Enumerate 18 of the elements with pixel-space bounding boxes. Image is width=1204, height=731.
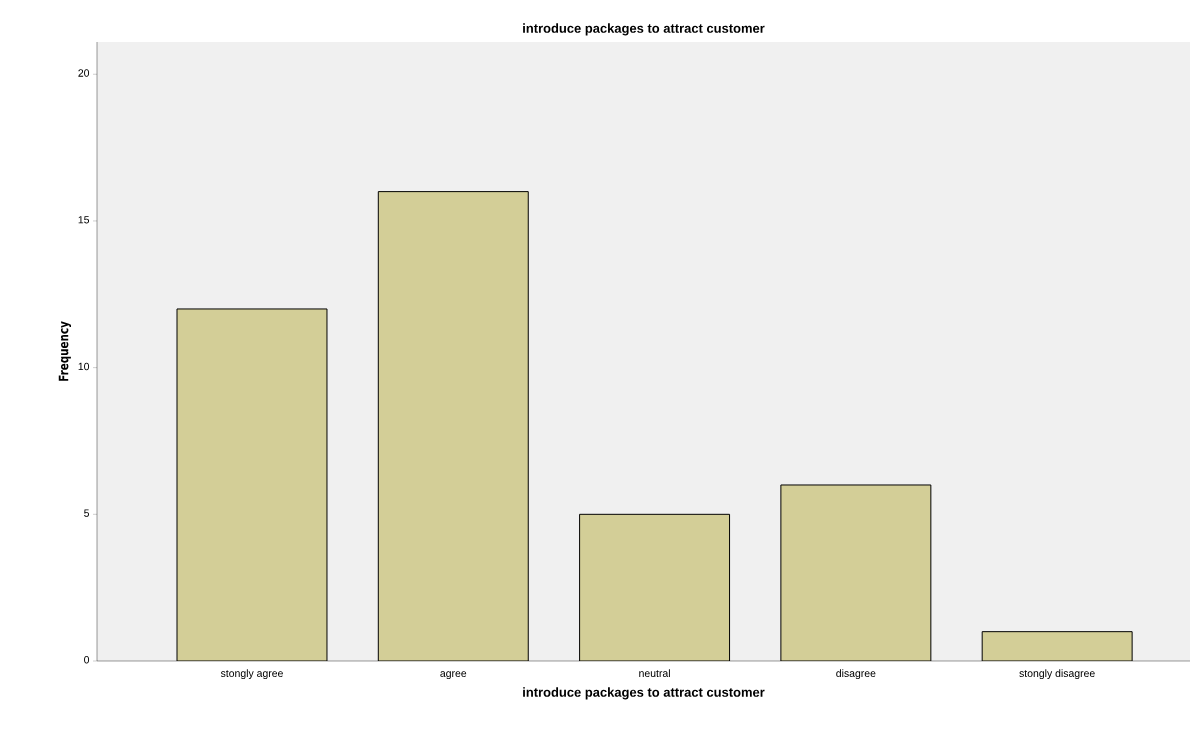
y-tick-label: 15 xyxy=(78,216,90,224)
chart-title: introduce packages to attract customer xyxy=(523,23,765,36)
bar xyxy=(579,513,731,661)
y-axis-title: Frequency xyxy=(58,321,72,381)
bar xyxy=(176,308,328,661)
x-tick-label: agree xyxy=(440,671,467,680)
y-tick-label: 10 xyxy=(78,362,90,371)
y-tick-label: 5 xyxy=(84,509,90,517)
x-axis-title: introduce packages to attract customer xyxy=(523,687,765,700)
bar xyxy=(981,631,1133,661)
bar xyxy=(377,191,529,661)
y-tick-label: 20 xyxy=(78,69,90,77)
x-tick-label: neutral xyxy=(639,669,670,677)
x-tick-label: stongly disagree xyxy=(1019,669,1095,680)
x-tick-label: stongly agree xyxy=(220,669,283,680)
bar xyxy=(780,484,932,661)
y-tick-label: 0 xyxy=(84,656,90,664)
x-tick-label: disagree xyxy=(836,669,876,680)
